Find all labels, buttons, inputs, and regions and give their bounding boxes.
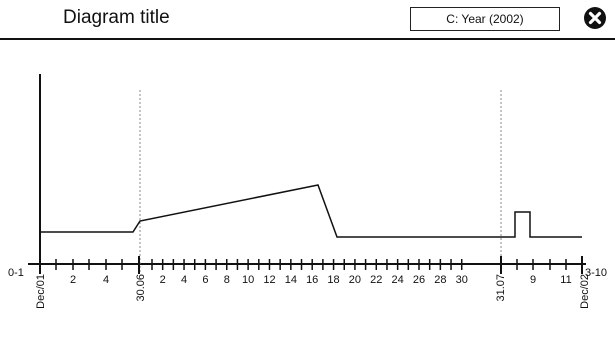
x-tick-label: 4 [181, 274, 187, 286]
x-tick-label: 18 [327, 274, 339, 286]
close-icon[interactable] [583, 6, 607, 30]
x-tick-label: 24 [392, 274, 404, 286]
x-tick-label: 4 [103, 274, 109, 286]
period-label: Dec/02 [579, 274, 591, 309]
timeline-chart: 2 4 2 4 6 8 10 12 14 16 18 20 22 24 26 28 30 9 110-1 3-10De… [8, 74, 607, 309]
x-tick-label: 10 [242, 274, 254, 286]
year-dropdown[interactable]: C: Year (2002) [410, 7, 560, 31]
x-tick-label: 2 [160, 274, 166, 286]
period-label: 31.07 [495, 274, 507, 302]
x-tick-label: 14 [285, 274, 297, 286]
x-tick-label: 6 [202, 274, 208, 286]
x-tick-label: 12 [263, 274, 275, 286]
x-tick-label: 2 [70, 274, 76, 286]
series-line [40, 184, 582, 238]
x-tick-label: 26 [413, 274, 425, 286]
x-tick-label: 16 [306, 274, 318, 286]
x-tick-label: 9 [530, 274, 536, 286]
period-label: Dec/01 [35, 274, 47, 309]
diagram-header: Diagram title C: Year (2002) [0, 0, 615, 40]
diagram-title: Diagram title [63, 7, 170, 28]
x-tick-label: 22 [370, 274, 382, 286]
period-label: 30.06 [135, 274, 147, 302]
x-axis-end-label: 3-10 [585, 267, 607, 279]
x-tick-label: 30 [456, 274, 468, 286]
x-tick-label: 11 [560, 274, 571, 286]
x-axis-start-label: 0-1 [8, 267, 24, 279]
x-tick-label: 8 [224, 274, 230, 286]
x-tick-label: 20 [349, 274, 361, 286]
x-tick-label: 28 [434, 274, 446, 286]
